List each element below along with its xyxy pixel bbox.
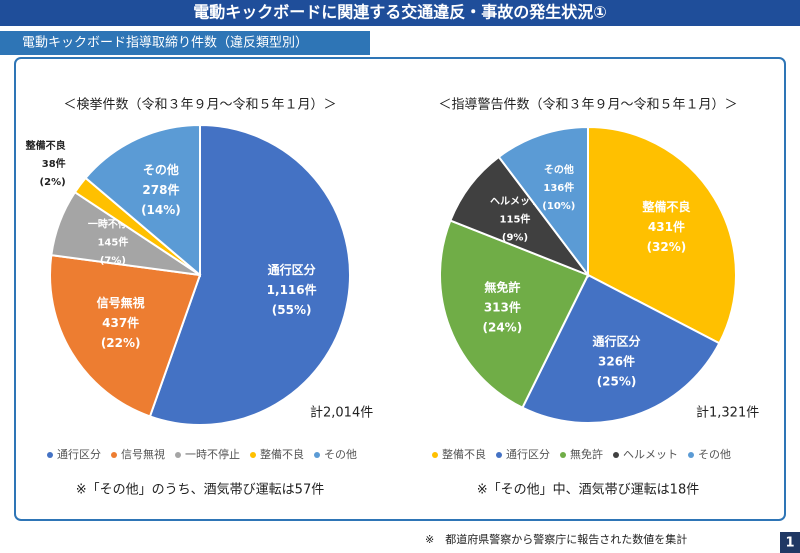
percent-label: (24%) xyxy=(483,320,523,334)
legend-swatch xyxy=(688,452,694,458)
percent-label: (7%) xyxy=(100,255,126,266)
total-label: 計2,014件 xyxy=(310,405,373,421)
legend-swatch xyxy=(175,452,181,458)
pie-slice xyxy=(49,254,202,418)
slice-label: 整備不良 xyxy=(641,199,690,214)
percent-label: (2%) xyxy=(40,177,66,188)
value-label: 145件 xyxy=(97,235,128,248)
slice-label: その他 xyxy=(544,163,574,176)
percent-label: (10%) xyxy=(542,201,575,212)
value-label: 326件 xyxy=(598,354,635,369)
pie-slice xyxy=(587,125,737,345)
legend-swatch xyxy=(432,452,438,458)
value-label: 1,116件 xyxy=(267,282,317,297)
percent-label: (25%) xyxy=(597,375,637,389)
legend-label: ヘルメット xyxy=(623,448,678,461)
value-label: 431件 xyxy=(648,219,685,234)
legend-label: 通行区分 xyxy=(57,448,101,461)
value-label: 278件 xyxy=(142,182,179,197)
percent-label: (14%) xyxy=(141,203,181,217)
value-label: 115件 xyxy=(500,212,531,225)
chart-note: ※「その他」中、酒気帯び運転は18件 xyxy=(477,482,699,498)
legend-swatch xyxy=(496,452,502,458)
slice-label: ヘルメット xyxy=(490,195,540,207)
value-label: 136件 xyxy=(543,181,574,194)
chart-title: ＜検挙件数（令和３年９月～令和５年１月）＞ xyxy=(63,98,336,113)
subtitle-bar xyxy=(0,31,370,55)
pie-slice xyxy=(521,273,721,424)
chart-note: ※「その他」のうち、酒気帯び運転は57件 xyxy=(76,482,324,498)
value-label: 313件 xyxy=(484,299,521,314)
slice-label: 整備不良 xyxy=(25,139,66,152)
page-number: 1 xyxy=(785,536,794,551)
legend-swatch xyxy=(111,452,117,458)
legend-label: 一時不停止 xyxy=(185,447,240,461)
slice-label: 信号無視 xyxy=(97,295,145,310)
total-label: 計1,321件 xyxy=(696,405,759,421)
frame xyxy=(14,57,786,521)
slice-label: 通行区分 xyxy=(593,334,641,349)
slice-label: 無免許 xyxy=(484,279,520,294)
legend-label: 信号無視 xyxy=(121,447,165,461)
footnote: ※ 都道府県警察から警察庁に報告された数値を集計 xyxy=(425,532,687,546)
legend-label: 整備不良 xyxy=(260,447,304,461)
slide-title: 電動キックボードに関連する交通違反・事故の発生状況① xyxy=(193,3,607,22)
title-bar xyxy=(0,0,800,26)
percent-label: (55%) xyxy=(272,303,312,317)
legend-label: その他 xyxy=(698,448,731,461)
percent-label: (22%) xyxy=(101,336,141,350)
legend-swatch xyxy=(250,452,256,458)
pie-slice xyxy=(497,125,589,278)
subtitle: 電動キックボード指導取締り件数（違反類型別） xyxy=(22,35,308,51)
legend-swatch xyxy=(613,452,619,458)
page-number-box xyxy=(780,532,800,553)
legend-label: 無免許 xyxy=(570,447,603,461)
legend-label: 整備不良 xyxy=(442,447,486,461)
slice-label: 通行区分 xyxy=(268,262,316,277)
pie-slice xyxy=(148,123,351,426)
pie-slice xyxy=(439,219,590,410)
pie-slice xyxy=(84,123,201,278)
legend-label: 通行区分 xyxy=(506,448,550,461)
slice-label: その他 xyxy=(143,162,179,177)
percent-label: (9%) xyxy=(502,232,528,243)
chart-title: ＜指導警告件数（令和３年９月～令和５年１月）＞ xyxy=(438,97,737,113)
legend-label: その他 xyxy=(324,448,357,461)
value-label: 38件 xyxy=(42,157,66,170)
legend-swatch xyxy=(314,452,320,458)
legend-swatch xyxy=(560,452,566,458)
value-label: 437件 xyxy=(102,315,139,330)
legend-swatch xyxy=(47,452,53,458)
percent-label: (32%) xyxy=(647,240,687,254)
